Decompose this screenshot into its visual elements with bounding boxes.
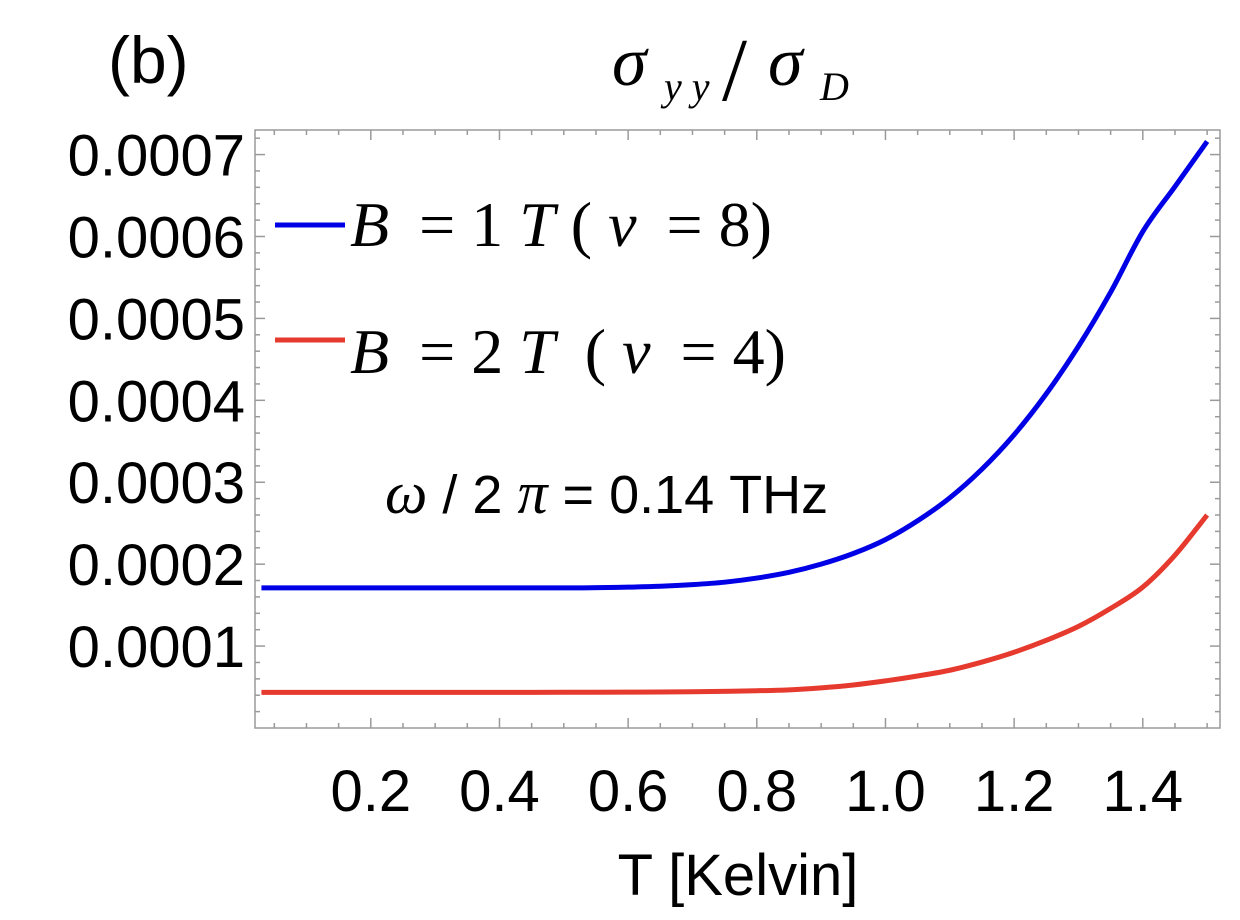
x-tick-label: 1.2 bbox=[974, 759, 1055, 824]
legend-label-b2: B = 2 T ( ν = 4) bbox=[350, 316, 786, 387]
title-slash: / bbox=[722, 21, 747, 120]
legend-label-b1: B = 1 T ( ν = 8) bbox=[350, 189, 772, 260]
series-lines bbox=[261, 140, 1210, 695]
frequency-annotation: ω / 2 π = 0.14 THz bbox=[385, 460, 828, 526]
x-tick-label: 0.8 bbox=[716, 759, 797, 824]
x-tick-label: 0.6 bbox=[588, 759, 669, 824]
title-sigma-den: σ bbox=[768, 24, 805, 101]
y-tick-label: 0.0001 bbox=[68, 615, 245, 680]
x-axis-label: T [Kelvin] bbox=[618, 843, 859, 908]
y-tick-label: 0.0007 bbox=[68, 124, 245, 189]
frame-ticks bbox=[255, 130, 1220, 728]
svg-text:σ D: σ D bbox=[768, 24, 849, 109]
x-tick-label: 1.0 bbox=[845, 759, 926, 824]
title-sub-yy: y y bbox=[660, 64, 710, 109]
x-tick-labels: 0.2 0.4 0.6 0.8 1.0 1.2 1.4 bbox=[330, 759, 1183, 824]
svg-text:σ y y: σ y y bbox=[612, 24, 710, 109]
y-tick-label: 0.0006 bbox=[68, 205, 245, 270]
panel-label: (b) bbox=[108, 23, 189, 97]
y-tick-label: 0.0005 bbox=[68, 287, 245, 352]
series-line-b2 bbox=[261, 513, 1210, 695]
y-tick-label: 0.0002 bbox=[68, 533, 245, 598]
legend: B = 1 T ( ν = 8) B = 2 T ( ν = 4) bbox=[275, 189, 786, 387]
y-tick-label: 0.0004 bbox=[68, 369, 245, 434]
title-sigma-num: σ bbox=[612, 24, 649, 101]
y-tick-labels: 0.0001 0.0002 0.0003 0.0004 0.0005 0.0006 0.00… bbox=[68, 124, 245, 681]
series-line-b1 bbox=[261, 140, 1210, 591]
chart-title: σ y y / σ D bbox=[612, 21, 849, 120]
x-tick-label: 0.4 bbox=[459, 759, 540, 824]
x-tick-label: 0.2 bbox=[330, 759, 411, 824]
x-tick-label: 1.4 bbox=[1102, 759, 1183, 824]
title-sub-d: D bbox=[819, 64, 849, 109]
y-tick-label: 0.0003 bbox=[68, 451, 245, 516]
plot-frame bbox=[254, 129, 1221, 729]
